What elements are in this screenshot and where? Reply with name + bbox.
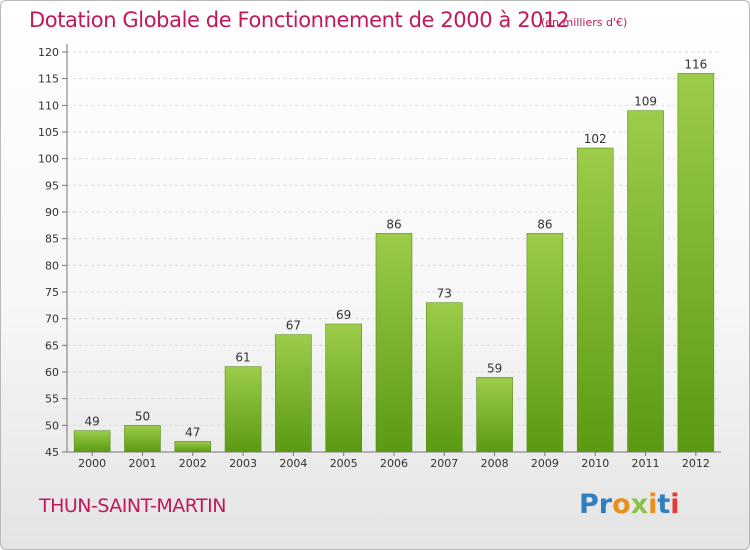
y-tick-label: 80	[45, 259, 59, 272]
x-tick-label-2001: 2001	[128, 457, 156, 470]
y-tick-label: 55	[45, 393, 59, 406]
y-tick-label: 110	[38, 99, 59, 112]
x-tick-label-2010: 2010	[581, 457, 609, 470]
x-tick-label-2012: 2012	[682, 457, 710, 470]
x-tick-label-2008: 2008	[481, 457, 509, 470]
y-tick-label: 65	[45, 339, 59, 352]
x-tick-label-2000: 2000	[78, 457, 106, 470]
data-label-2011: 109	[634, 95, 657, 109]
data-label-2005: 69	[336, 308, 351, 322]
data-label-2012: 116	[684, 57, 707, 71]
data-label-2001: 50	[135, 409, 150, 423]
data-label-2009: 86	[537, 217, 552, 231]
y-tick-label: 115	[38, 73, 59, 86]
logo-letter: r	[598, 489, 613, 520]
y-tick-label: 95	[45, 179, 59, 192]
y-tick-label: 120	[38, 46, 59, 59]
logo-letter: P	[579, 489, 599, 520]
data-label-2004: 67	[286, 319, 301, 333]
data-label-2000: 49	[85, 415, 100, 429]
data-label-2008: 59	[487, 361, 502, 375]
logo-letter: t	[657, 489, 671, 520]
y-tick-label: 50	[45, 419, 59, 432]
logo-letter: x	[630, 489, 649, 520]
chart-unit: (en milliers d'€)	[541, 16, 628, 29]
y-tick-label: 100	[38, 153, 59, 166]
x-tick-label-2009: 2009	[531, 457, 559, 470]
bar-2001	[124, 425, 161, 453]
x-tick-label-2007: 2007	[430, 457, 458, 470]
proxiti-logo: Proxiti	[579, 489, 680, 520]
bar-2004	[275, 334, 312, 453]
x-tick-label-2003: 2003	[229, 457, 257, 470]
data-label-2006: 86	[386, 217, 401, 231]
bar-2011	[627, 110, 664, 453]
bar-2006	[375, 233, 413, 453]
y-tick-label: 45	[45, 446, 59, 459]
bar-2002	[174, 441, 212, 453]
bar-2000	[73, 430, 111, 453]
data-label-2002: 47	[185, 425, 200, 439]
y-tick-label: 85	[45, 233, 59, 246]
x-tick-label-2005: 2005	[330, 457, 358, 470]
x-tick-label-2004: 2004	[279, 457, 307, 470]
logo-letter: i	[670, 489, 680, 520]
bar-2012	[677, 73, 715, 453]
y-tick-label: 90	[45, 206, 59, 219]
y-tick-label: 60	[45, 366, 59, 379]
logo-letter: o	[612, 489, 631, 520]
x-tick-label-2006: 2006	[380, 457, 408, 470]
x-tick-label-2002: 2002	[179, 457, 207, 470]
bar-2003	[224, 366, 262, 453]
bar-2009	[526, 233, 564, 453]
bar-2005	[325, 323, 362, 453]
x-tick-label-2011: 2011	[632, 457, 660, 470]
chart-title: Dotation Globale de Fonctionnement de 20…	[29, 8, 570, 32]
commune-name: THUN-SAINT-MARTIN	[39, 495, 226, 517]
logo-letter: i	[648, 489, 658, 520]
y-tick-label: 75	[45, 286, 59, 299]
data-label-2010: 102	[584, 132, 607, 146]
data-label-2003: 61	[235, 351, 250, 365]
bar-2008	[476, 377, 513, 453]
data-label-2007: 73	[437, 287, 452, 301]
bar-2007	[426, 302, 463, 453]
bar-2010	[576, 147, 614, 453]
y-tick-label: 70	[45, 313, 59, 326]
y-tick-label: 105	[38, 126, 59, 139]
